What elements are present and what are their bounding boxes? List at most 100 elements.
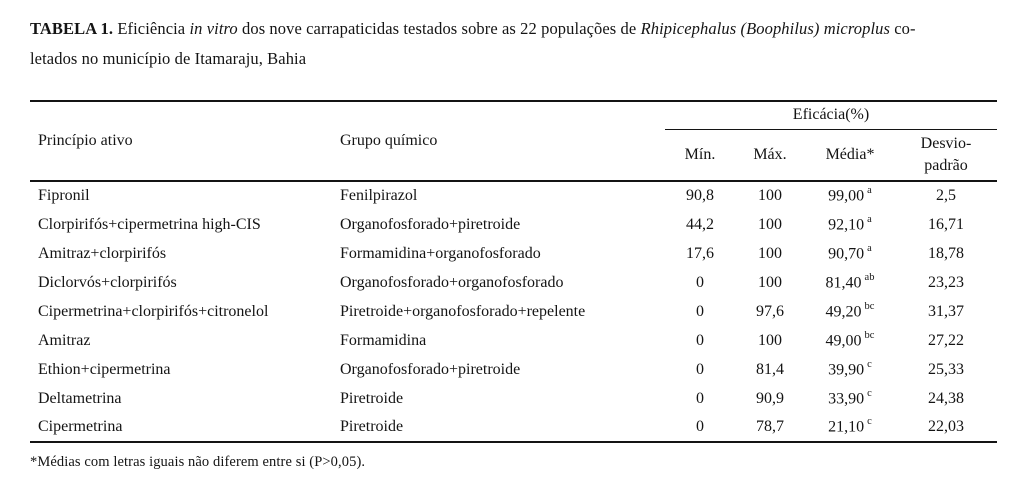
cell-media: 49,20 bc	[805, 297, 895, 326]
cell-max: 100	[758, 244, 782, 262]
caption-line-1: TABELA 1. Eficiência in vitro dos nove c…	[30, 14, 998, 44]
media-significance-letter: c	[867, 416, 872, 428]
media-significance-letter: a	[867, 242, 872, 254]
desvio-line-1: Desvio-	[920, 134, 972, 152]
cell-min: 0	[696, 389, 704, 407]
table-row: Amitraz+clorpirifós Formamidina+organofo…	[30, 239, 997, 268]
table-footnote: *Médias com letras iguais não diferem en…	[30, 454, 366, 470]
media-value: 92,10	[828, 216, 865, 234]
column-header-max: Máx.	[753, 145, 787, 163]
caption-text: dos nove carrapaticidas testados sobre a…	[237, 19, 641, 38]
cell-grupo-quimico: Organofosforado+piretroide	[340, 360, 521, 378]
media-significance-letter: c	[867, 358, 872, 370]
cell-media: 99,00 a	[805, 181, 895, 210]
table-row: Deltametrina Piretroide 0 90,9 33,90 c 24…	[30, 384, 997, 413]
caption-text: Eficiência	[113, 19, 190, 38]
table-header: Princípio ativo Grupo químico Eficácia(%…	[30, 101, 997, 181]
cell-principio-ativo: Amitraz+clorpirifós	[38, 244, 167, 262]
table-row: Diclorvós+clorpirifós Organofosforado+or…	[30, 268, 997, 297]
table-caption: TABELA 1. Eficiência in vitro dos nove c…	[30, 14, 998, 74]
caption-latin-term: in vitro	[189, 19, 238, 38]
media-value: 90,70	[828, 245, 865, 263]
media-significance-letter: c	[867, 387, 872, 399]
cell-min: 0	[696, 273, 704, 291]
media-value: 39,90	[828, 361, 865, 379]
cell-desvio-padrao: 22,03	[928, 418, 964, 435]
cell-grupo-quimico: Fenilpirazol	[340, 187, 418, 204]
cell-max: 100	[758, 331, 782, 349]
caption-table-number: TABELA 1.	[30, 19, 114, 38]
column-header-desvio-padrao: Desvio- padrão	[895, 129, 997, 181]
cell-principio-ativo: Amitraz	[38, 331, 91, 349]
cell-max: 78,7	[756, 418, 784, 435]
column-header-grupo-quimico: Grupo químico	[340, 132, 438, 149]
cell-max: 100	[758, 187, 782, 204]
media-significance-letter: a	[867, 213, 872, 225]
media-significance-letter: bc	[864, 300, 875, 312]
cell-media: 81,40 ab	[805, 268, 895, 297]
media-significance-letter: a	[867, 185, 872, 197]
cell-grupo-quimico: Piretroide+organofosforado+repelente	[340, 302, 586, 320]
cell-grupo-quimico: Piretroide	[340, 418, 404, 435]
cell-desvio-padrao: 16,71	[928, 215, 964, 233]
cell-media: 39,90 c	[805, 355, 895, 384]
table-body: Fipronil Fenilpirazol 90,8 100 99,00 a 2,…	[30, 181, 997, 442]
cell-media: 90,70 a	[805, 239, 895, 268]
cell-principio-ativo: Fipronil	[38, 187, 90, 204]
cell-desvio-padrao: 27,22	[928, 331, 964, 349]
caption-line-2: letados no município de Itamaraju, Bahia	[30, 49, 307, 68]
media-significance-letter: bc	[864, 329, 875, 341]
cell-grupo-quimico: Organofosforado+organofosforado	[340, 273, 564, 291]
column-header-min: Mín.	[684, 145, 716, 163]
table-row: Ethion+cipermetrina Organofosforado+pire…	[30, 355, 997, 384]
media-value: 99,00	[828, 187, 865, 205]
cell-desvio-padrao: 24,38	[928, 389, 964, 407]
cell-max: 100	[758, 273, 782, 291]
efficacy-table: Princípio ativo Grupo químico Eficácia(%…	[30, 100, 997, 443]
cell-desvio-padrao: 2,5	[936, 187, 956, 204]
cell-media: 49,00 bc	[805, 326, 895, 355]
cell-grupo-quimico: Formamidina+organofosforado	[340, 244, 541, 262]
media-value: 21,10	[828, 418, 865, 436]
cell-grupo-quimico: Organofosforado+piretroide	[340, 215, 521, 233]
cell-principio-ativo: Ethion+cipermetrina	[38, 360, 171, 378]
caption-text: co-	[890, 19, 916, 38]
cell-max: 90,9	[756, 389, 784, 407]
cell-principio-ativo: Deltametrina	[38, 389, 122, 407]
cell-principio-ativo: Clorpirifós+cipermetrina high-CIS	[38, 215, 261, 233]
cell-desvio-padrao: 31,37	[928, 302, 964, 320]
cell-principio-ativo: Cipermetrina+clorpirifós+citronelol	[38, 302, 269, 320]
cell-desvio-padrao: 23,23	[928, 273, 964, 291]
cell-min: 0	[696, 302, 704, 320]
cell-min: 0	[696, 360, 704, 378]
column-header-media: Média*	[825, 145, 875, 163]
desvio-line-2: padrão	[924, 156, 968, 174]
media-value: 33,90	[828, 390, 865, 408]
header-sub-row: Mín. Máx. Média* Desvio- padrão	[30, 129, 997, 181]
cell-max: 97,6	[756, 302, 784, 320]
media-value: 49,20	[825, 303, 862, 321]
cell-desvio-padrao: 18,78	[928, 244, 964, 262]
cell-grupo-quimico: Formamidina	[340, 331, 427, 349]
cell-min: 90,8	[686, 187, 714, 204]
table-row: Clorpirifós+cipermetrina high-CIS Organo…	[30, 210, 997, 239]
column-header-principio-ativo: Princípio ativo	[38, 132, 133, 149]
table-row: Amitraz Formamidina 0 100 49,00 bc 27,22	[30, 326, 997, 355]
cell-principio-ativo: Diclorvós+clorpirifós	[38, 273, 177, 291]
cell-min: 44,2	[686, 215, 714, 233]
table-row: Cipermetrina+clorpirifós+citronelol Pire…	[30, 297, 997, 326]
cell-max: 81,4	[756, 360, 784, 378]
table-row: Fipronil Fenilpirazol 90,8 100 99,00 a 2,…	[30, 181, 997, 210]
column-group-header-eficacia: Eficácia(%)	[665, 101, 997, 130]
media-value: 81,40	[825, 274, 862, 292]
cell-media: 92,10 a	[805, 210, 895, 239]
caption-species-name: Rhipicephalus (Boophilus) microplus	[640, 19, 891, 38]
cell-media: 33,90 c	[805, 384, 895, 413]
cell-min: 0	[696, 331, 704, 349]
cell-max: 100	[758, 215, 782, 233]
cell-grupo-quimico: Piretroide	[340, 389, 404, 407]
media-significance-letter: ab	[864, 271, 875, 283]
cell-media: 21,10 c	[805, 413, 895, 442]
table-row: Cipermetrina Piretroide 0 78,7 21,10 c 22…	[30, 413, 997, 442]
